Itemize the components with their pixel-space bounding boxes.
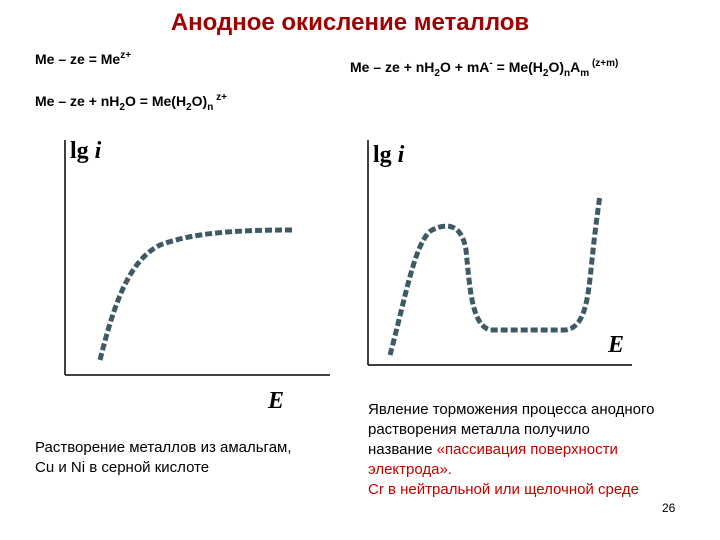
right-caption: Явление торможения процесса анодного раст… [368, 401, 655, 498]
equation-part: 2 [543, 68, 549, 79]
caption-line: электрода». [368, 461, 452, 478]
page-number: 26 [662, 501, 676, 515]
equation-part: O = Me(H [125, 93, 186, 109]
equation-part: 2 [186, 102, 192, 113]
y-label-lg: lg [70, 138, 89, 164]
curve [97, 227, 296, 361]
equation: Me – ze + nH2O = Me(H2O)n z+ [35, 92, 227, 113]
equation-part: Me – ze + nH [350, 59, 434, 75]
caption-line: Явление торможения процесса анодного [368, 401, 655, 418]
x-label: E [267, 388, 284, 414]
caption-line: Cr в нейтральной или щелочной среде [368, 481, 639, 498]
y-label-var: i [95, 138, 102, 164]
title: Анодное окисление металлов [171, 9, 529, 36]
equation-part: 2 [119, 102, 125, 113]
equation-part: m [580, 68, 589, 79]
equation-part: Me – ze + nH [35, 93, 119, 109]
equation-part: n [207, 102, 213, 113]
left-plot: lg i E [64, 138, 330, 414]
y-label-var: i [398, 142, 405, 168]
equation: Me – ze + nH2O + mA- = Me(H2O)nAm (z+m) [350, 58, 618, 79]
caption-line: растворения металла получило [368, 421, 590, 438]
equation-part: O) [192, 93, 208, 109]
caption-segment: электрода». [368, 461, 452, 478]
y-label: lg i [70, 138, 102, 164]
left-caption: Растворение металлов из амальгам, Cu и Ni… [35, 439, 292, 476]
caption-line: Растворение металлов из амальгам, [35, 439, 292, 456]
caption-segment: растворения металла получило [368, 421, 590, 438]
equation-part: O + mA [440, 59, 489, 75]
equation-part: O) [548, 59, 564, 75]
equation-part: A [570, 59, 580, 75]
y-label: lg i [373, 142, 405, 168]
right-plot: lg i E [367, 140, 632, 366]
equation-part: 2 [434, 68, 440, 79]
equation-part: - [489, 58, 492, 69]
caption-segment: «пассивация поверхности [437, 441, 618, 458]
caption-segment: название [368, 441, 437, 458]
caption-line: название «пассивация поверхности [368, 441, 618, 458]
equation-part: n [564, 68, 570, 79]
equation-part: z+ [213, 92, 227, 103]
equation-part: z+ [120, 50, 131, 61]
equation-part: (z+m) [589, 58, 618, 69]
y-label-lg: lg [373, 142, 392, 168]
x-label: E [607, 332, 624, 358]
equations: Me – ze = Mez+Me – ze + nH2O + mA- = Me(… [35, 50, 618, 113]
equation: Me – ze = Mez+ [35, 50, 131, 67]
equation-part: = Me(H [493, 59, 543, 75]
caption-segment: Явление торможения процесса анодного [368, 401, 655, 418]
curve [387, 194, 603, 356]
caption-line: Cu и Ni в серной кислоте [35, 459, 209, 476]
caption-segment: Cr в нейтральной или щелочной среде [368, 481, 639, 498]
equation-part: Me – ze = Me [35, 51, 120, 67]
